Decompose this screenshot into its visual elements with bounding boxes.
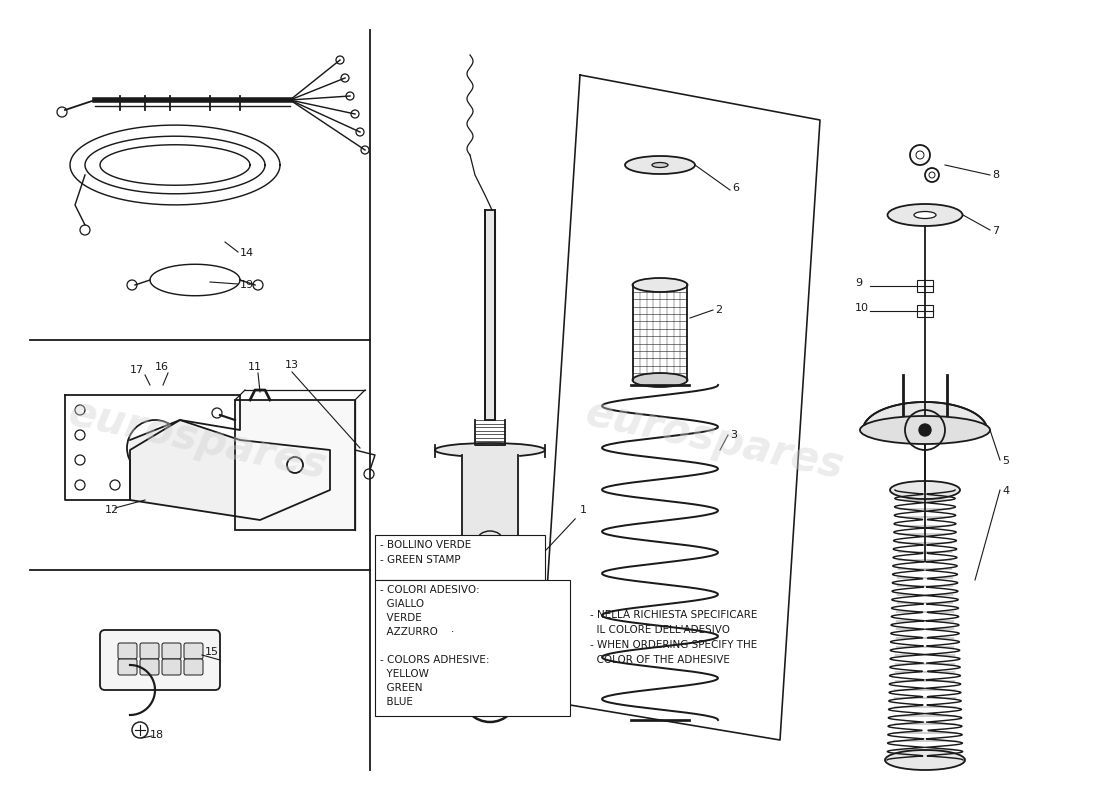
Text: 16: 16 <box>155 362 169 372</box>
Polygon shape <box>130 420 330 520</box>
Text: - BOLLINO VERDE: - BOLLINO VERDE <box>379 540 471 550</box>
Ellipse shape <box>886 750 965 770</box>
Polygon shape <box>462 455 518 630</box>
Text: 3: 3 <box>730 430 737 440</box>
Text: 11: 11 <box>248 362 262 372</box>
Ellipse shape <box>890 481 960 499</box>
Text: 8: 8 <box>992 170 999 180</box>
Ellipse shape <box>860 416 990 444</box>
Text: 17: 17 <box>130 365 144 375</box>
Ellipse shape <box>632 278 688 292</box>
FancyBboxPatch shape <box>162 659 182 675</box>
Text: 19: 19 <box>240 280 254 290</box>
Text: 7: 7 <box>992 226 999 236</box>
Text: - COLORS ADHESIVE:: - COLORS ADHESIVE: <box>379 655 490 665</box>
FancyBboxPatch shape <box>184 659 204 675</box>
Text: eurospares: eurospares <box>65 392 331 488</box>
FancyBboxPatch shape <box>100 630 220 690</box>
Ellipse shape <box>477 531 503 549</box>
FancyBboxPatch shape <box>184 643 204 659</box>
Text: 1: 1 <box>520 505 587 578</box>
Ellipse shape <box>652 162 668 167</box>
Text: IL COLORE DELL'ADESIVO: IL COLORE DELL'ADESIVO <box>590 625 730 635</box>
Text: 18: 18 <box>150 730 164 740</box>
Text: 14: 14 <box>240 248 254 258</box>
Bar <box>917 280 933 292</box>
Text: 12: 12 <box>104 505 119 515</box>
Text: YELLOW: YELLOW <box>379 669 429 679</box>
Text: 13: 13 <box>285 360 299 370</box>
FancyBboxPatch shape <box>140 659 159 675</box>
Text: BLUE: BLUE <box>379 697 412 707</box>
Bar <box>375 535 544 580</box>
Text: 5: 5 <box>1002 456 1009 466</box>
Text: eurospares: eurospares <box>582 392 848 488</box>
Bar <box>375 580 570 716</box>
Text: AZZURRO    ·: AZZURRO · <box>379 627 454 637</box>
Ellipse shape <box>625 156 695 174</box>
Text: GIALLO: GIALLO <box>379 599 425 609</box>
Polygon shape <box>485 210 495 420</box>
Text: GREEN: GREEN <box>379 683 422 693</box>
Text: 6: 6 <box>732 183 739 193</box>
Ellipse shape <box>888 204 962 226</box>
Text: 4: 4 <box>1002 486 1009 496</box>
FancyBboxPatch shape <box>140 643 159 659</box>
Bar <box>917 305 933 317</box>
FancyBboxPatch shape <box>162 643 182 659</box>
Circle shape <box>918 424 931 436</box>
Text: - WHEN ORDERING SPECIFY THE: - WHEN ORDERING SPECIFY THE <box>590 640 757 650</box>
Text: 10: 10 <box>855 303 869 313</box>
Text: - NELLA RICHIESTA SPECIFICARE: - NELLA RICHIESTA SPECIFICARE <box>590 610 758 620</box>
Text: 15: 15 <box>205 647 219 657</box>
Bar <box>235 400 355 530</box>
Ellipse shape <box>914 211 936 218</box>
Polygon shape <box>864 402 987 430</box>
Text: 9: 9 <box>855 278 862 288</box>
Ellipse shape <box>632 373 688 387</box>
Text: - GREEN STAMP: - GREEN STAMP <box>379 555 461 565</box>
Text: 2: 2 <box>715 305 722 315</box>
Text: COLOR OF THE ADHESIVE: COLOR OF THE ADHESIVE <box>590 655 730 665</box>
Ellipse shape <box>434 443 544 457</box>
Polygon shape <box>462 630 518 670</box>
FancyBboxPatch shape <box>118 659 138 675</box>
Text: VERDE: VERDE <box>379 613 421 623</box>
FancyBboxPatch shape <box>118 643 138 659</box>
Text: - COLORI ADESIVO:: - COLORI ADESIVO: <box>379 585 480 595</box>
